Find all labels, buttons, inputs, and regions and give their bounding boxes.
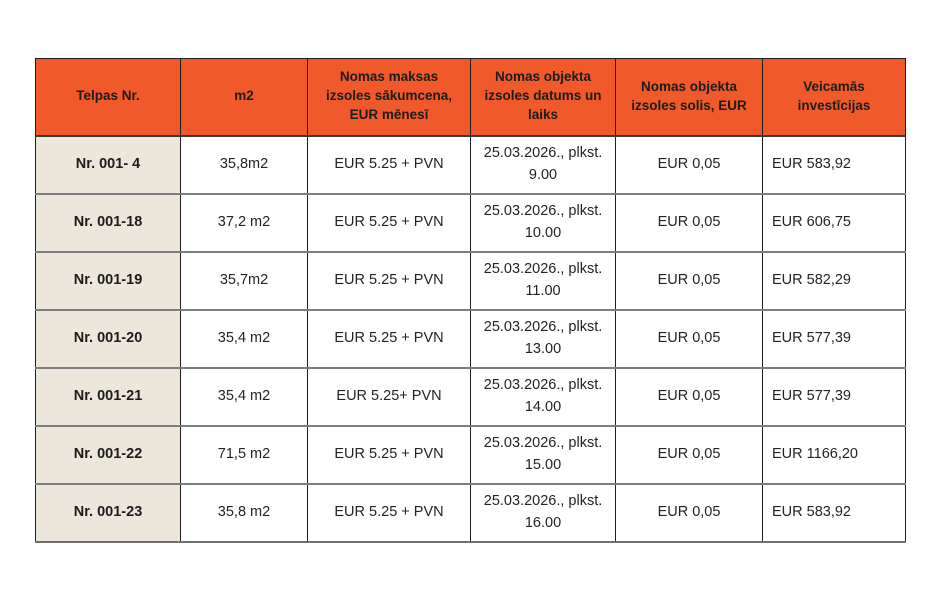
cell-datums: 25.03.2026., plkst. 11.00 — [470, 250, 616, 311]
cell-datums: 25.03.2026., plkst. 9.00 — [470, 134, 616, 195]
cell-m2: 37,2 m2 — [180, 192, 308, 253]
header-row: Telpas Nr. m2 Nomas maksas izsoles sākum… — [35, 58, 906, 137]
cell-solis: EUR 0,05 — [615, 250, 763, 311]
cell-sakumcena: EUR 5.25 + PVN — [307, 482, 471, 543]
cell-m2: 35,8m2 — [180, 134, 308, 195]
cell-datums: 25.03.2026., plkst. 16.00 — [470, 482, 616, 543]
cell-sakumcena: EUR 5.25 + PVN — [307, 192, 471, 253]
cell-solis: EUR 0,05 — [615, 134, 763, 195]
table-row: Nr. 001-23 35,8 m2 EUR 5.25 + PVN 25.03.… — [35, 482, 906, 543]
cell-telpas-nr: Nr. 001-21 — [35, 366, 181, 427]
cell-m2: 35,7m2 — [180, 250, 308, 311]
header-cell-solis: Nomas objekta izsoles solis, EUR — [615, 58, 763, 137]
rental-auction-table: Telpas Nr. m2 Nomas maksas izsoles sākum… — [35, 58, 906, 543]
header-cell-telpas-nr: Telpas Nr. — [35, 58, 181, 137]
cell-m2: 71,5 m2 — [180, 424, 308, 485]
cell-solis: EUR 0,05 — [615, 366, 763, 427]
cell-datums: 25.03.2026., plkst. 13.00 — [470, 308, 616, 369]
cell-sakumcena: EUR 5.25 + PVN — [307, 250, 471, 311]
cell-sakumcena: EUR 5.25 + PVN — [307, 308, 471, 369]
cell-datums: 25.03.2026., plkst. 10.00 — [470, 192, 616, 253]
cell-investicijas: EUR 606,75 — [762, 192, 906, 253]
cell-sakumcena: EUR 5.25 + PVN — [307, 134, 471, 195]
table-row: Nr. 001-19 35,7m2 EUR 5.25 + PVN 25.03.2… — [35, 250, 906, 311]
table-row: Nr. 001- 4 35,8m2 EUR 5.25 + PVN 25.03.2… — [35, 134, 906, 195]
cell-investicijas: EUR 583,92 — [762, 134, 906, 195]
cell-telpas-nr: Nr. 001- 4 — [35, 134, 181, 195]
header-cell-m2: m2 — [180, 58, 308, 137]
cell-sakumcena: EUR 5.25 + PVN — [307, 424, 471, 485]
header-cell-investicijas: Veicamās investīcijas — [762, 58, 906, 137]
cell-investicijas: EUR 583,92 — [762, 482, 906, 543]
cell-investicijas: EUR 577,39 — [762, 308, 906, 369]
cell-m2: 35,4 m2 — [180, 366, 308, 427]
cell-solis: EUR 0,05 — [615, 192, 763, 253]
cell-telpas-nr: Nr. 001-18 — [35, 192, 181, 253]
cell-m2: 35,8 m2 — [180, 482, 308, 543]
cell-investicijas: EUR 1166,20 — [762, 424, 906, 485]
table-row: Nr. 001-22 71,5 m2 EUR 5.25 + PVN 25.03.… — [35, 424, 906, 485]
table-row: Nr. 001-20 35,4 m2 EUR 5.25 + PVN 25.03.… — [35, 308, 906, 369]
rental-auction-table-wrap: Telpas Nr. m2 Nomas maksas izsoles sākum… — [35, 58, 906, 543]
cell-telpas-nr: Nr. 001-20 — [35, 308, 181, 369]
cell-datums: 25.03.2026., plkst. 14.00 — [470, 366, 616, 427]
cell-telpas-nr: Nr. 001-23 — [35, 482, 181, 543]
cell-solis: EUR 0,05 — [615, 482, 763, 543]
header-cell-datums: Nomas objekta izsoles datums un laiks — [470, 58, 616, 137]
cell-datums: 25.03.2026., plkst. 15.00 — [470, 424, 616, 485]
cell-m2: 35,4 m2 — [180, 308, 308, 369]
table-row: Nr. 001-21 35,4 m2 EUR 5.25+ PVN 25.03.2… — [35, 366, 906, 427]
cell-telpas-nr: Nr. 001-19 — [35, 250, 181, 311]
cell-solis: EUR 0,05 — [615, 308, 763, 369]
cell-sakumcena: EUR 5.25+ PVN — [307, 366, 471, 427]
header-cell-sakumcena: Nomas maksas izsoles sākumcena, EUR mēne… — [307, 58, 471, 137]
cell-telpas-nr: Nr. 001-22 — [35, 424, 181, 485]
table-row: Nr. 001-18 37,2 m2 EUR 5.25 + PVN 25.03.… — [35, 192, 906, 253]
cell-investicijas: EUR 577,39 — [762, 366, 906, 427]
cell-solis: EUR 0,05 — [615, 424, 763, 485]
cell-investicijas: EUR 582,29 — [762, 250, 906, 311]
